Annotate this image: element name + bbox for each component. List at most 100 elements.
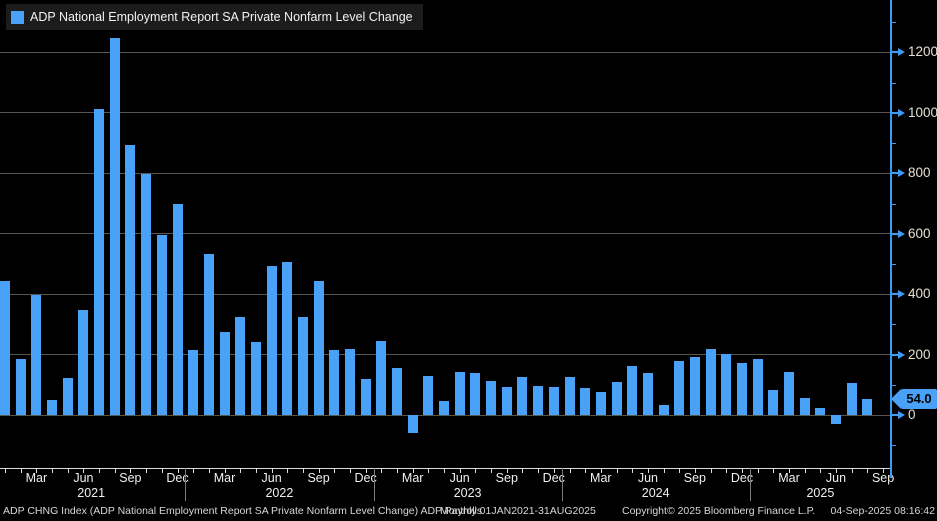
- bar: [721, 354, 732, 415]
- x-tick: [5, 469, 6, 473]
- y-tick-arrow-icon: [898, 290, 905, 299]
- x-tick: [616, 469, 618, 473]
- year-label: 2023: [453, 486, 482, 500]
- x-tick: [820, 469, 822, 473]
- y-tick: [890, 232, 899, 235]
- x-tick: [836, 469, 837, 473]
- bar: [705, 349, 716, 415]
- x-tick: [491, 469, 493, 473]
- legend-item[interactable]: ADP National Employment Report SA Privat…: [6, 4, 423, 30]
- x-tick: [130, 469, 132, 473]
- bar: [642, 373, 653, 415]
- x-tick: [318, 469, 320, 473]
- x-tick: [287, 469, 289, 473]
- bar: [533, 386, 544, 415]
- x-tick: [412, 469, 414, 473]
- x-month-label: Mar: [778, 471, 800, 485]
- plot-area[interactable]: [0, 0, 891, 468]
- x-tick: [271, 469, 273, 473]
- bar: [141, 174, 152, 415]
- bar: [297, 317, 308, 415]
- y-tick: [890, 353, 899, 356]
- bar: [235, 317, 246, 415]
- x-tick: [397, 469, 398, 473]
- x-month-label: Sep: [871, 471, 895, 485]
- x-tick: [710, 469, 712, 473]
- legend-label: ADP National Employment Report SA Privat…: [30, 10, 413, 24]
- x-tick: [161, 469, 163, 473]
- bar: [282, 262, 293, 415]
- bar: [517, 376, 528, 415]
- y-gridline: [0, 51, 890, 53]
- bar: [846, 383, 857, 415]
- y-minor-tick: [890, 143, 896, 144]
- bar: [407, 415, 418, 434]
- bar: [737, 363, 747, 415]
- y-tick-label: 1000: [908, 104, 937, 120]
- y-gridline: [0, 354, 890, 356]
- year-separator: [185, 468, 187, 501]
- year-label: 2022: [265, 486, 294, 500]
- bar: [454, 372, 465, 415]
- bar: [862, 398, 873, 415]
- x-tick: [99, 469, 101, 473]
- x-tick: [67, 469, 69, 473]
- bar: [564, 376, 575, 415]
- year-separator: [561, 468, 563, 501]
- x-month-label: Mar: [590, 471, 612, 485]
- x-tick: [851, 469, 853, 473]
- bar: [313, 281, 324, 415]
- x-tick: [255, 469, 257, 473]
- bar: [188, 350, 199, 415]
- x-tick: [177, 469, 179, 473]
- bar: [125, 145, 136, 415]
- x-tick: [600, 469, 602, 473]
- year-label: 2024: [641, 486, 670, 500]
- y-tick-label: 400: [908, 286, 931, 302]
- bar: [548, 386, 559, 415]
- x-tick: [538, 469, 540, 473]
- x-tick: [146, 469, 148, 473]
- x-tick: [83, 469, 85, 473]
- x-month-label: Sep: [495, 471, 518, 485]
- year-label: 2021: [77, 486, 106, 500]
- x-month-label: Dec: [542, 471, 565, 485]
- x-tick: [867, 469, 869, 473]
- bar: [78, 310, 89, 415]
- y-tick-label: 600: [908, 225, 931, 241]
- x-tick: [569, 469, 571, 473]
- year-label: 2025: [806, 486, 835, 500]
- copyright-text: Copyright© 2025 Bloomberg Finance L.P.: [622, 505, 816, 517]
- bar: [109, 38, 120, 415]
- y-tick-arrow-icon: [898, 48, 905, 57]
- bar: [329, 350, 340, 415]
- y-minor-tick: [890, 82, 896, 84]
- x-month-label: Dec: [354, 471, 377, 485]
- bar: [580, 388, 591, 415]
- x-tick: [679, 469, 681, 473]
- x-tick: [428, 469, 430, 473]
- x-tick: [647, 469, 649, 473]
- bar: [266, 265, 277, 415]
- x-month-label: Mar: [401, 471, 424, 485]
- status-bar: ADP CHNG Index (ADP National Employment …: [0, 503, 937, 521]
- x-tick: [224, 469, 226, 473]
- y-tick-arrow-icon: [898, 229, 905, 238]
- x-tick: [365, 469, 367, 473]
- x-month-label: Sep: [307, 471, 330, 485]
- y-tick: [890, 293, 899, 296]
- y-gridline: [0, 112, 890, 114]
- x-month-label: Dec: [166, 471, 189, 485]
- x-month-label: Sep: [683, 471, 707, 485]
- x-tick: [522, 469, 524, 473]
- bar: [752, 359, 763, 415]
- x-tick: [789, 469, 790, 473]
- y-tick: [890, 51, 899, 54]
- x-month-label: Jun: [825, 471, 847, 485]
- y-tick-label: 800: [908, 165, 931, 181]
- y-minor-tick: [890, 384, 896, 386]
- x-tick: [20, 469, 22, 473]
- x-month-label: Jun: [449, 471, 470, 485]
- bar: [94, 108, 105, 415]
